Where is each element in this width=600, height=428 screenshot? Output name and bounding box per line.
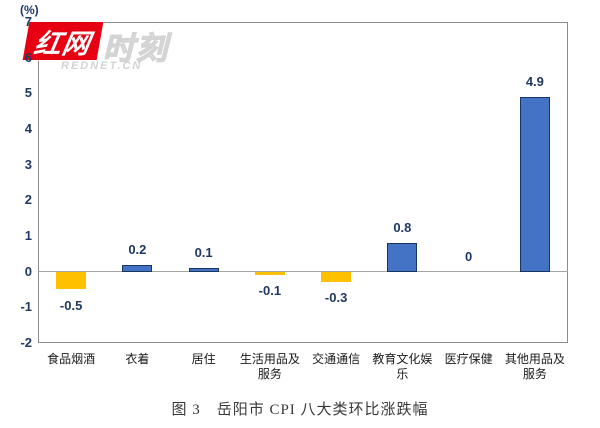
y-tick-label: 2 xyxy=(24,192,32,208)
y-tick-label: 3 xyxy=(24,156,32,172)
bar-5 xyxy=(321,271,352,283)
category-label: 生活用品及 服务 xyxy=(239,352,300,381)
category-label: 交通通信 xyxy=(312,352,361,366)
bar-3 xyxy=(188,268,219,272)
bar-value-label: 0 xyxy=(465,248,473,264)
bar-value-label: -0.5 xyxy=(59,297,83,313)
y-tick-label: -2 xyxy=(20,335,32,350)
bar-value-label: 4.9 xyxy=(525,73,544,89)
y-tick-label: 0 xyxy=(24,263,32,279)
bar-value-label: -0.1 xyxy=(258,283,282,299)
y-tick-label: 4 xyxy=(24,121,32,136)
zero-gridline xyxy=(38,271,568,273)
y-axis-unit-label: (%) xyxy=(20,3,39,17)
bar-value-label: 0.2 xyxy=(128,241,147,257)
y-tick-label: 7 xyxy=(24,14,32,29)
bar-value-label: 0.8 xyxy=(393,220,412,236)
bar-2 xyxy=(122,264,153,272)
bar-6 xyxy=(387,243,418,272)
bar-value-label: -0.3 xyxy=(324,290,348,306)
y-tick-label: 6 xyxy=(24,49,32,65)
category-label: 衣着 xyxy=(125,352,150,366)
y-tick-label: -1 xyxy=(20,299,32,315)
figure-caption: 图 3 岳阳市 CPI 八大类环比涨跌幅 xyxy=(171,402,429,418)
category-label: 医疗保健 xyxy=(444,352,493,366)
category-label: 食品烟酒 xyxy=(47,352,96,366)
y-tick-label: 5 xyxy=(24,85,32,101)
category-label: 教育文化娱乐 xyxy=(372,352,433,381)
category-label: 其他用品及 服务 xyxy=(504,352,565,381)
y-tick-label: 1 xyxy=(24,228,32,243)
bar-4 xyxy=(254,271,285,276)
bar-1 xyxy=(56,271,87,290)
bar-8 xyxy=(519,96,550,272)
plot-area xyxy=(38,22,568,343)
bar-value-label: 0.1 xyxy=(194,245,213,261)
category-label: 居住 xyxy=(191,352,216,366)
